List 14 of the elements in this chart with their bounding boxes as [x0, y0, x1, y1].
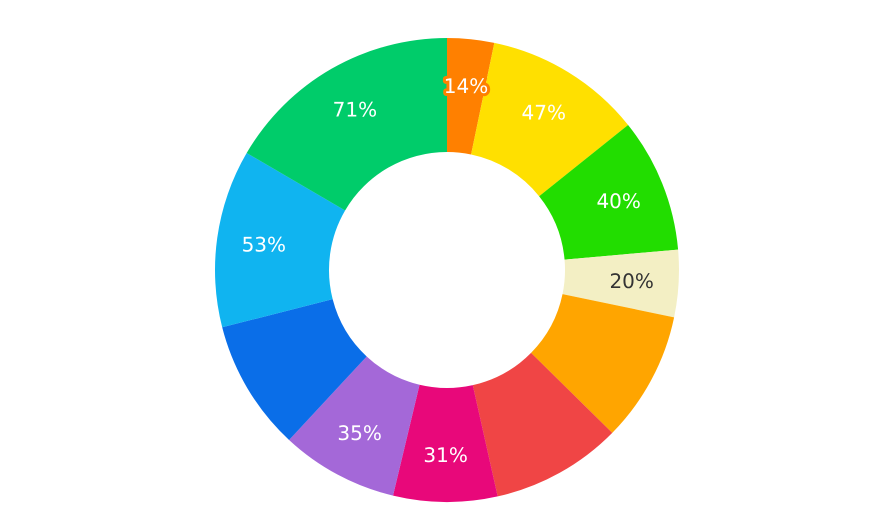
data-label: 31%: [423, 442, 468, 467]
data-label: 71%: [332, 98, 378, 122]
donut-slice: [215, 153, 346, 328]
data-label: 20%: [609, 268, 654, 293]
donut-slice: [246, 38, 447, 210]
data-label: 53%: [242, 232, 286, 256]
data-label: 47%: [522, 100, 566, 124]
donut-slice: [531, 294, 674, 433]
data-label: 40%: [596, 189, 641, 214]
data-label: 35%: [337, 421, 382, 446]
donut-slice: [393, 384, 498, 502]
donut-slice: [539, 124, 678, 260]
donut-slice: [289, 356, 420, 496]
donut-slice: [472, 352, 612, 496]
